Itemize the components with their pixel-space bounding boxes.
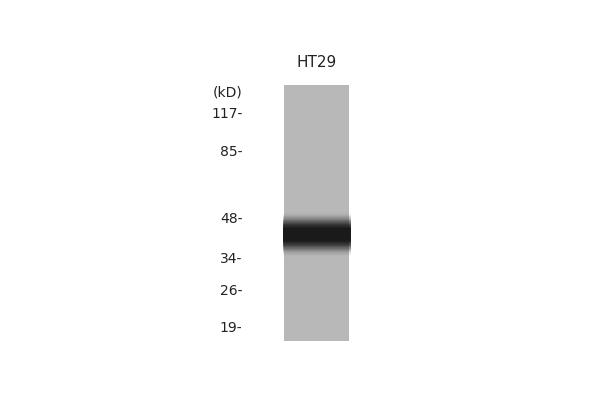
- Text: 26-: 26-: [220, 284, 242, 298]
- Bar: [283, 212, 351, 257]
- Bar: [283, 225, 351, 244]
- Bar: [283, 216, 351, 253]
- Bar: [283, 214, 351, 255]
- Bar: [283, 213, 351, 256]
- Bar: [283, 215, 351, 254]
- Bar: [283, 223, 351, 246]
- Bar: [283, 212, 351, 256]
- Bar: [283, 225, 351, 244]
- Bar: [283, 224, 351, 244]
- Bar: [283, 211, 351, 258]
- Bar: [283, 226, 351, 242]
- Bar: [283, 228, 351, 241]
- Bar: [283, 219, 351, 250]
- Bar: [283, 220, 351, 248]
- Bar: [283, 224, 351, 245]
- Bar: [283, 218, 351, 251]
- Bar: [283, 219, 351, 250]
- Text: 19-: 19-: [220, 320, 242, 334]
- Bar: [283, 222, 351, 246]
- Text: (kD): (kD): [212, 86, 242, 100]
- Text: 85-: 85-: [220, 145, 242, 159]
- Bar: [283, 227, 351, 242]
- Bar: [284, 85, 349, 341]
- Bar: [283, 217, 351, 252]
- Bar: [283, 220, 351, 249]
- Bar: [283, 226, 351, 243]
- Text: 117-: 117-: [211, 107, 242, 121]
- Text: 34-: 34-: [220, 252, 242, 266]
- Text: 48-: 48-: [220, 212, 242, 226]
- Bar: [283, 215, 351, 254]
- Bar: [283, 222, 351, 247]
- Bar: [283, 222, 351, 247]
- Bar: [283, 218, 351, 251]
- Bar: [283, 214, 351, 255]
- Bar: [283, 216, 351, 252]
- Text: HT29: HT29: [296, 54, 337, 70]
- Bar: [283, 228, 351, 241]
- Bar: [283, 221, 351, 248]
